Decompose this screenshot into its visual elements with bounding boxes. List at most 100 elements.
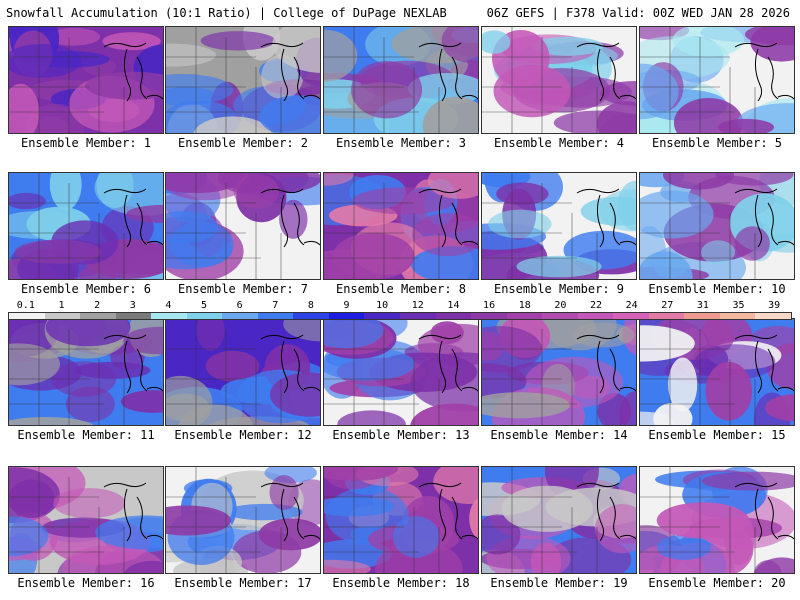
snowfall-contour bbox=[324, 29, 358, 82]
snowfall-map bbox=[324, 319, 478, 425]
legend-color-swatch bbox=[471, 313, 507, 319]
run-valid-time: 06Z GEFS | F378 Valid: 00Z WED JAN 28 20… bbox=[486, 6, 790, 20]
legend-tick-label: 39 bbox=[768, 300, 781, 311]
legend-color-swatch bbox=[293, 313, 329, 319]
snowfall-contour bbox=[717, 118, 775, 133]
snowfall-map-panel bbox=[165, 172, 321, 280]
ensemble-member-label: Ensemble Member: 17 bbox=[174, 576, 312, 590]
snowfall-contour bbox=[283, 319, 320, 342]
snowfall-contour bbox=[9, 417, 94, 425]
snowfall-map bbox=[9, 467, 163, 573]
snowfall-contour bbox=[640, 63, 679, 120]
ensemble-member-label: Ensemble Member: 8 bbox=[335, 282, 467, 296]
snowfall-map-panel bbox=[323, 318, 479, 426]
snowfall-contour bbox=[407, 73, 478, 105]
ensemble-member-label: Ensemble Member: 18 bbox=[332, 576, 470, 590]
lake-outlines bbox=[260, 42, 320, 102]
snowfall-contour bbox=[640, 411, 675, 425]
state-borders bbox=[324, 467, 440, 573]
legend-tick-label: 9 bbox=[343, 300, 350, 311]
snowfall-map bbox=[640, 319, 794, 425]
lake-outlines bbox=[418, 188, 478, 248]
snowfall-contour bbox=[166, 211, 219, 244]
legend-tick-label: 1 bbox=[58, 300, 65, 311]
snowfall-contour bbox=[193, 116, 272, 133]
state-borders bbox=[166, 173, 282, 279]
snowfall-map-panel bbox=[165, 318, 321, 426]
snowfall-contour bbox=[258, 518, 320, 551]
snowfall-contour bbox=[482, 514, 521, 555]
legend-tick-label: 2 bbox=[94, 300, 101, 311]
snowfall-map-panel bbox=[481, 172, 637, 280]
state-borders bbox=[324, 173, 440, 279]
snowfall-map-panel bbox=[639, 466, 795, 574]
legend-tick-label: 6 bbox=[236, 300, 243, 311]
legend-tick-label: 27 bbox=[661, 300, 674, 311]
snowfall-contour bbox=[482, 30, 511, 54]
lake-outlines bbox=[576, 188, 636, 248]
snowfall-map-panel bbox=[323, 172, 479, 280]
legend-color-swatch bbox=[328, 313, 365, 319]
state-borders bbox=[9, 467, 125, 573]
legend-color-swatch bbox=[9, 313, 45, 319]
snowfall-map-panel bbox=[165, 26, 321, 134]
legend-tick-label: 5 bbox=[200, 300, 208, 311]
snowfall-map bbox=[166, 27, 320, 133]
legend-tick-label: 31 bbox=[696, 300, 709, 311]
state-borders bbox=[482, 319, 598, 425]
state-borders bbox=[166, 319, 282, 425]
snowfall-contour bbox=[501, 485, 593, 532]
color-scale-legend: 0.1 1 2 3 4 5 6 7 8 9 10 12 14 16 18 20 22 24 27 31 35 39 bbox=[8, 300, 792, 322]
snowfall-contour bbox=[123, 326, 163, 355]
legend-tick-label: 24 bbox=[625, 300, 638, 311]
snowfall-map bbox=[324, 27, 478, 133]
ensemble-member-label: Ensemble Member: 19 bbox=[490, 576, 628, 590]
legend-color-swatch bbox=[151, 313, 187, 319]
ensemble-member-label: Ensemble Member: 1 bbox=[20, 136, 152, 150]
lake-outlines bbox=[418, 334, 478, 394]
snowfall-contour bbox=[124, 560, 163, 573]
lake-outlines bbox=[103, 482, 163, 542]
snowfall-contour bbox=[205, 350, 260, 382]
snowfall-contour bbox=[422, 96, 478, 133]
ensemble-member-label: Ensemble Member: 6 bbox=[20, 282, 152, 296]
snowfall-contour bbox=[516, 255, 602, 278]
product-title: Snowfall Accumulation (10:1 Ratio) | Col… bbox=[6, 6, 447, 20]
lake-outlines bbox=[576, 334, 636, 394]
snowfall-contour bbox=[166, 43, 216, 67]
lake-outlines bbox=[418, 482, 478, 542]
snowfall-contour bbox=[272, 27, 320, 73]
legend-tick-label: 18 bbox=[518, 300, 531, 311]
snowfall-contour bbox=[324, 467, 398, 481]
lake-outlines bbox=[734, 42, 794, 102]
snowfall-map-panel bbox=[639, 318, 795, 426]
legend-tick-label: 22 bbox=[589, 300, 603, 311]
snowfall-contour bbox=[410, 403, 478, 425]
snowfall-contour bbox=[259, 95, 320, 133]
lake-outlines bbox=[734, 188, 794, 248]
ensemble-member-label: Ensemble Member: 3 bbox=[335, 136, 467, 150]
legend-color-swatch bbox=[115, 313, 152, 319]
snowfall-contour bbox=[493, 64, 571, 118]
legend-color-swatch bbox=[44, 313, 81, 319]
snowfall-contour bbox=[392, 516, 440, 558]
state-borders bbox=[166, 27, 282, 133]
snowfall-contour bbox=[496, 182, 549, 206]
snowfall-contour bbox=[324, 173, 354, 186]
snowfall-contour bbox=[49, 173, 82, 210]
ensemble-member-label: Ensemble Member: 2 bbox=[177, 136, 309, 150]
ensemble-member-label: Ensemble Member: 4 bbox=[493, 136, 625, 150]
snowfall-map bbox=[482, 27, 636, 133]
snowfall-contour bbox=[572, 322, 635, 348]
legend-tick-labels: 0.1 1 2 3 4 5 6 7 8 9 10 12 14 16 18 20 22 24 27 31 35 39 bbox=[8, 300, 792, 312]
snowfall-map bbox=[9, 319, 163, 425]
snowfall-contour bbox=[598, 189, 636, 232]
snowfall-contour bbox=[95, 515, 163, 550]
legend-color-swatch bbox=[435, 313, 472, 319]
lake-outlines bbox=[103, 42, 163, 102]
snowfall-contour bbox=[656, 534, 711, 560]
state-borders bbox=[166, 467, 282, 573]
snowfall-contour bbox=[200, 31, 276, 51]
state-borders bbox=[640, 467, 756, 573]
snowfall-contour bbox=[753, 560, 782, 573]
